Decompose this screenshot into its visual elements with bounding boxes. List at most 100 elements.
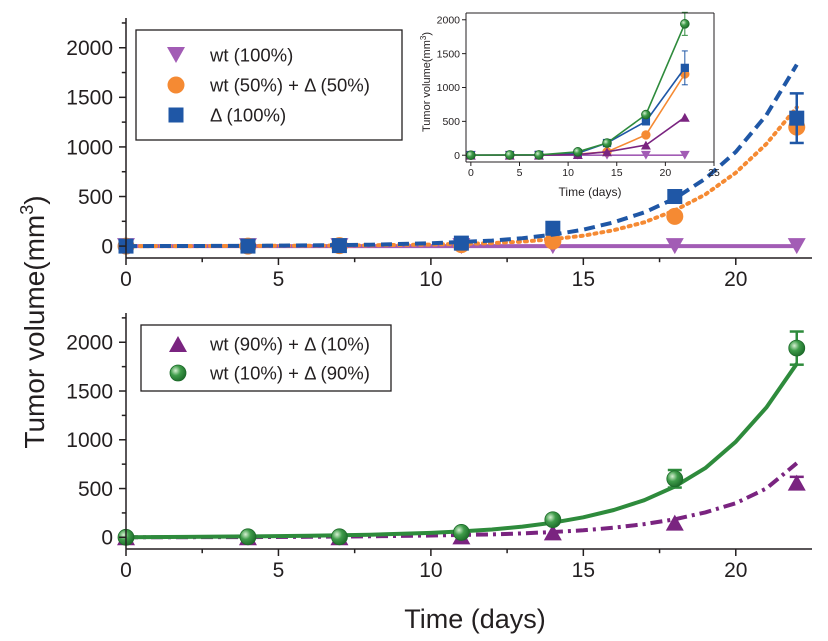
- y-axis-title-base: Tumor volume(mm: [19, 215, 50, 449]
- inset-wt90d10-point: [602, 147, 612, 157]
- bottom-wt90d10-point: [543, 524, 562, 541]
- inset-wt90d10-point: [679, 112, 690, 122]
- top-d100-point: [453, 235, 469, 251]
- bottom-wt10d90-point: [666, 470, 684, 488]
- inset-d100-point: [641, 117, 651, 126]
- bottom-y-tick-label: 1500: [66, 380, 113, 403]
- bottom-legend-wt10d90-label: wt (10%) + Δ (90%): [209, 363, 370, 384]
- top-x-tick-label: 0: [120, 268, 132, 291]
- inset-x-tick-label: 5: [517, 167, 523, 179]
- inset-wt10d90-point: [534, 150, 544, 160]
- top-x-tick-label: 10: [419, 268, 442, 291]
- top-d100-point: [667, 189, 683, 205]
- top-legend: wt (100%) wt (50%) + Δ (50%) Δ (100%): [135, 29, 403, 141]
- bottom-legend-wt90d10-marker: [169, 336, 187, 352]
- inset-wt90d10-point: [640, 140, 651, 150]
- top-x-tick-label: 5: [273, 268, 285, 291]
- top-d100-point: [240, 238, 256, 254]
- inset-x-axis-title: Time (days): [559, 185, 622, 199]
- bottom-x-tick-label: 20: [724, 559, 747, 582]
- bottom-wt10d90-point: [788, 339, 806, 357]
- y-axis-title-close: ): [19, 195, 50, 204]
- inset-d100-point: [680, 63, 689, 72]
- top-y-tick-label: 1000: [66, 136, 113, 159]
- inset-y-tick-label: 1000: [437, 82, 461, 94]
- inset-wt100-point: [679, 150, 690, 160]
- top-wt100-point: [787, 238, 806, 255]
- top-y-tick-label: 500: [78, 186, 113, 209]
- bottom-wt10d90-line: [125, 362, 799, 540]
- inset-wt100-point: [640, 150, 651, 160]
- inset-wt10d90-point: [504, 150, 515, 160]
- inset-x-tick-label: 20: [660, 167, 672, 179]
- top-d100-point: [789, 110, 805, 126]
- top-y-tick-label: 1500: [66, 87, 113, 110]
- bottom-y-tick-label: 0: [101, 527, 113, 550]
- bottom-x-tick-label: 10: [419, 559, 442, 582]
- bottom-legend: wt (90%) + Δ (10%) wt (10%) + Δ (90%): [140, 324, 392, 392]
- inset-wt10d90-point: [602, 138, 612, 148]
- inset-y-axis-title-sup: 3: [419, 35, 428, 40]
- inset-series-wt10d90: [466, 11, 690, 161]
- bottom-legend-entries: wt (90%) + Δ (10%) wt (10%) + Δ (90%): [169, 334, 370, 384]
- bottom-y-tick-label: 500: [78, 478, 113, 501]
- inset-y-tick-label: 2000: [437, 14, 461, 26]
- bottom-legend-box: [140, 324, 392, 392]
- y-axis-title-sup: 3: [17, 205, 37, 215]
- top-wt50d50-point: [666, 207, 684, 225]
- bottom-panel: 0 5 10 15 20 0 500 1000 1500 2000 wt (90%) + Δ (1…: [66, 313, 812, 582]
- top-x-tick-label: 20: [724, 268, 747, 291]
- inset-y-tick-label: 500: [442, 116, 460, 128]
- bottom-x-tick-label: 15: [572, 559, 595, 582]
- top-legend-wt50d50-label: wt (50%) + Δ (50%): [209, 75, 370, 96]
- bottom-legend-wt10d90-marker: [169, 364, 187, 382]
- top-legend-wt50d50-marker: [167, 76, 185, 94]
- inset-wt10d90-point: [573, 147, 583, 157]
- y-axis-title: Tumor volume(mm3): [17, 195, 50, 448]
- inset-series-layer: [465, 11, 690, 161]
- bottom-axes: 0 5 10 15 20 0 500 1000 1500 2000: [66, 313, 812, 582]
- top-x-tick-label: 15: [572, 268, 595, 291]
- top-d100-point: [331, 238, 347, 254]
- inset-y-axis-title-close: ): [421, 32, 433, 36]
- top-wt100-point: [665, 238, 684, 255]
- inset-y-tick-label: 0: [454, 150, 460, 162]
- bottom-wt10d90-point: [452, 524, 470, 541]
- inset-y-axis-title-base: Tumor volume(mm: [421, 40, 433, 132]
- bottom-y-tick-label: 2000: [66, 332, 113, 355]
- top-legend-wt100-marker: [167, 47, 185, 63]
- inset-wt10d90-point: [680, 19, 690, 29]
- inset-axes: 0 5 10 15 20 25 0 500 1000 1500 2000: [437, 12, 720, 179]
- x-axis-title: Time (days): [404, 604, 546, 634]
- inset-wt50d50-point: [641, 130, 651, 140]
- inset-x-tick-label: 10: [562, 167, 574, 179]
- inset-panel: 0 5 10 15 20 25 0 500 1000 1500 2000 Time (days) T…: [419, 11, 720, 199]
- inset-x-tick-label: 15: [611, 167, 623, 179]
- top-legend-d100-marker: [168, 107, 184, 123]
- top-legend-wt100-label: wt (100%): [209, 45, 293, 66]
- top-legend-d100-label: Δ (100%): [210, 105, 286, 126]
- bottom-x-tick-label: 0: [120, 559, 132, 582]
- top-y-tick-label: 2000: [66, 37, 113, 60]
- top-legend-entries: wt (100%) wt (50%) + Δ (50%) Δ (100%): [167, 45, 370, 126]
- inset-background: [466, 13, 714, 163]
- bottom-wt10d90-point: [544, 511, 562, 529]
- top-y-tick-label: 0: [101, 235, 113, 258]
- inset-wt10d90-point: [641, 109, 651, 120]
- bottom-y-tick-label: 1000: [66, 429, 113, 452]
- top-series-layer: [117, 63, 806, 255]
- inset-x-tick-label: 25: [708, 167, 720, 179]
- bottom-wt10d90-point: [239, 528, 257, 546]
- top-wt50d50-point: [544, 232, 562, 250]
- inset-y-axis-title: Tumor volume(mm3): [419, 32, 433, 132]
- bottom-wt90d10-point: [787, 474, 806, 491]
- inset-x-tick-label: 0: [468, 167, 474, 179]
- bottom-x-tick-label: 5: [273, 559, 285, 582]
- bottom-wt10d90-point: [331, 528, 348, 546]
- bottom-series-wt10d90: [117, 330, 806, 546]
- inset-y-tick-label: 1500: [437, 48, 461, 60]
- inset-wt10d90-point: [466, 150, 476, 161]
